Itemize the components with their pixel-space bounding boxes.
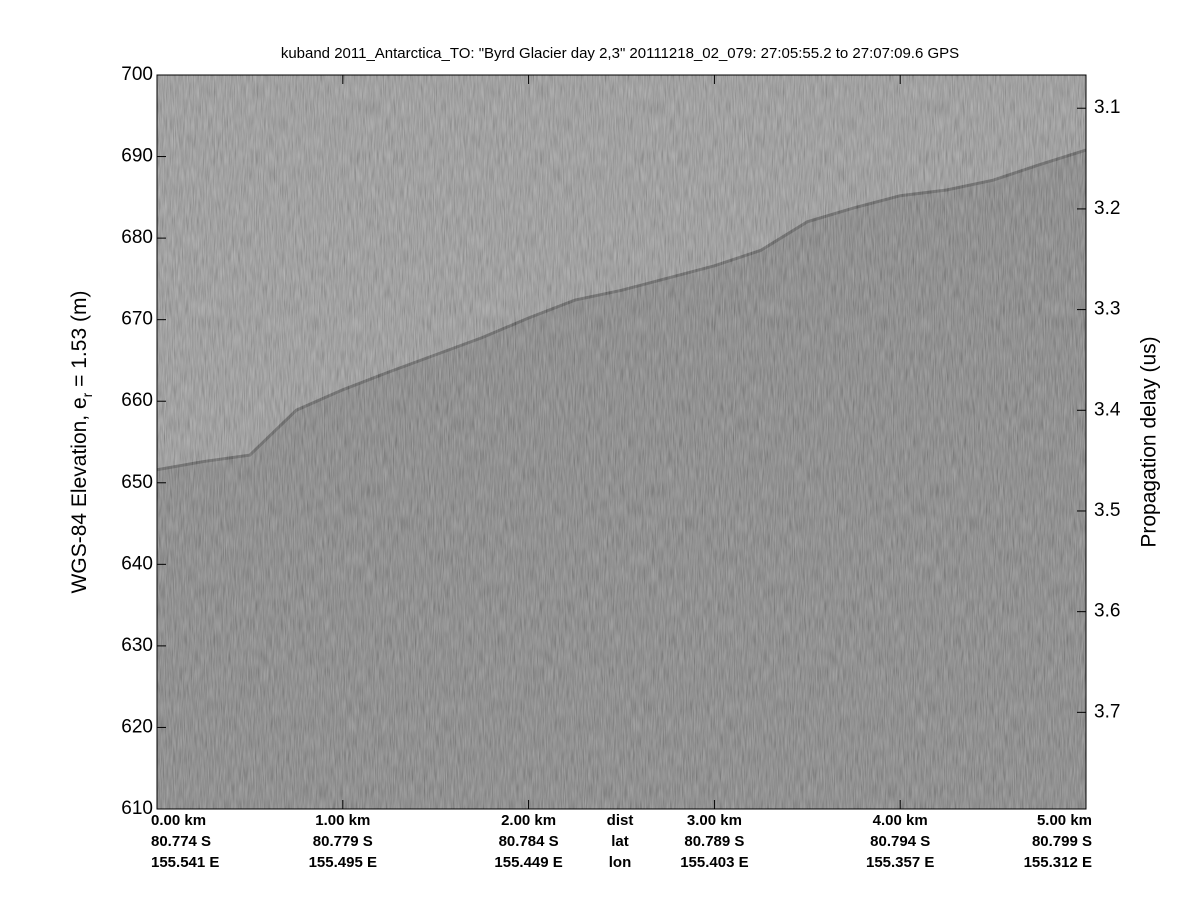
y-tick-label: 620 [121,716,153,737]
plot-frame [156,74,1087,810]
y-label-part: = 1.53 (m) [68,291,91,393]
y-tick-label: 630 [121,635,153,656]
x-tick-label: 3.00 km [687,812,742,829]
radar-texture [157,75,1086,809]
x-tick-lon: 155.541 E [151,854,219,871]
x-tick-lat: 80.789 S [684,833,744,850]
y-label-part: WGS-84 Elevation, e [68,397,91,593]
y-label-sub: r [79,392,95,397]
x-tick-lat: 80.794 S [870,833,930,850]
x-tick-lat: 80.784 S [499,833,559,850]
x-tick-label: 5.00 km [1037,812,1092,829]
x-tick-lat: 80.799 S [1032,833,1092,850]
y2-tick-label: 3.2 [1094,198,1120,219]
y-tick-label: 680 [121,227,153,248]
x-tick-lat: 80.779 S [313,833,373,850]
y-axis-label: WGS-84 Elevation, er = 1.53 (m) [68,291,95,594]
y-tick-label: 670 [121,309,153,330]
y2-tick-label: 3.6 [1094,601,1120,622]
y2-tick-label: 3.4 [1094,399,1121,420]
x-tick-lon: 155.357 E [866,854,934,871]
y-tick-label: 700 [121,64,153,85]
row-label: lat [611,833,629,850]
chart-title: kuband 2011_Antarctica_TO: "Byrd Glacier… [281,45,959,62]
y2-tick-label: 3.5 [1094,500,1120,521]
x-tick-label: 2.00 km [501,812,556,829]
y-tick-label: 610 [121,798,153,819]
x-tick-lon: 155.495 E [309,854,377,871]
x-tick-lon: 155.449 E [494,854,562,871]
y2-axis-label: Propagation delay (us) [1138,336,1161,547]
x-tick-lon: 155.312 E [1024,854,1092,871]
y2-tick-label: 3.3 [1094,299,1120,320]
x-tick-label: 0.00 km [151,812,206,829]
row-label: lon [609,854,632,871]
y2-tick-label: 3.7 [1094,701,1120,722]
y-tick-label: 690 [121,146,153,167]
x-tick-lat: 80.774 S [151,833,211,850]
y-tick-label: 660 [121,390,153,411]
y-tick-label: 650 [121,472,153,493]
y-tick-label: 640 [121,553,153,574]
x-tick-lon: 155.403 E [680,854,748,871]
row-label: dist [607,812,634,829]
y2-tick-label: 3.1 [1094,97,1120,118]
x-tick-label: 4.00 km [873,812,928,829]
x-tick-label: 1.00 km [315,812,370,829]
